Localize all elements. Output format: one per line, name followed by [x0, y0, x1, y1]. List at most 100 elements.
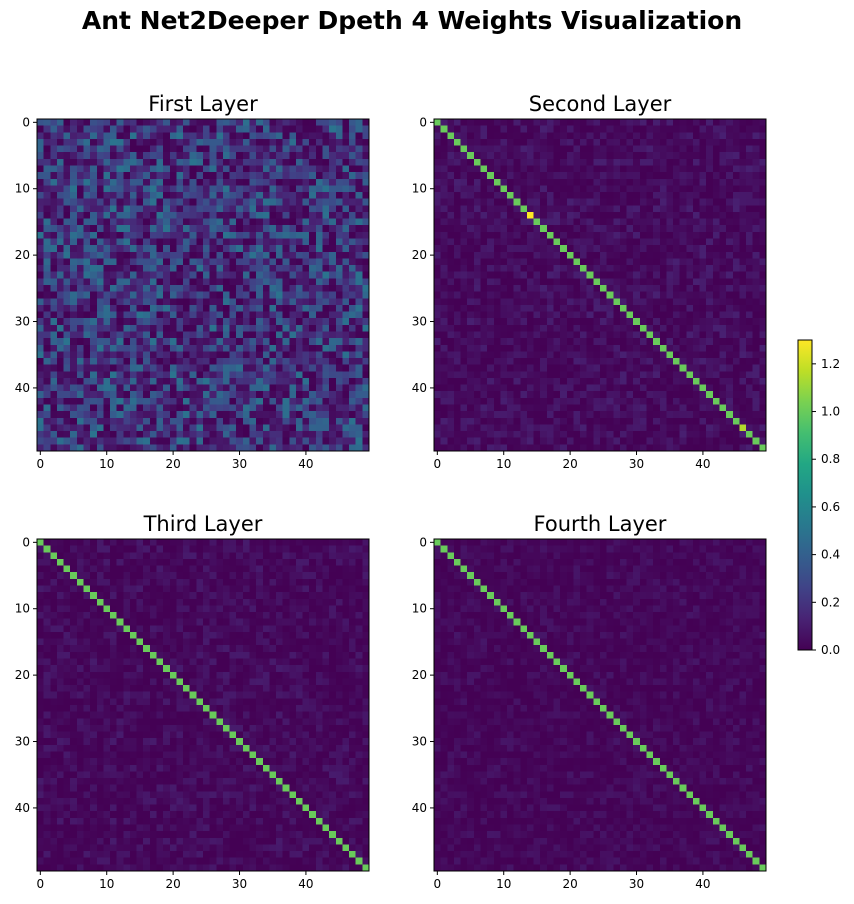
heatmap-cell	[196, 178, 204, 186]
heatmap-cell	[295, 178, 303, 186]
heatmap-cell	[169, 245, 177, 253]
heatmap-cell	[447, 258, 455, 266]
heatmap-cell	[613, 338, 621, 346]
heatmap-cell	[169, 411, 177, 419]
heatmap-cell	[679, 238, 687, 246]
heatmap-cell	[96, 265, 104, 273]
heatmap-cell	[262, 258, 270, 266]
heatmap-cell	[580, 311, 588, 319]
heatmap-cell	[507, 119, 515, 127]
heatmap-cell	[553, 377, 561, 385]
heatmap-cell	[493, 424, 501, 432]
heatmap-cell	[289, 437, 297, 445]
heatmap-cell	[586, 437, 594, 445]
heatmap-cell	[236, 245, 244, 253]
heatmap-cell	[183, 397, 191, 405]
heatmap-cell	[189, 298, 197, 306]
heatmap-cell	[473, 125, 481, 133]
heatmap-cell	[719, 437, 727, 445]
heatmap-cell	[473, 119, 481, 127]
heatmap-cell	[70, 344, 78, 352]
heatmap-cell	[666, 178, 674, 186]
heatmap-cell	[653, 285, 661, 293]
heatmap-cell	[686, 324, 694, 332]
heatmap-cell	[256, 444, 264, 452]
heatmap-cell	[507, 238, 515, 246]
heatmap-cell	[507, 404, 515, 412]
heatmap-cell	[302, 371, 310, 379]
heatmap-cell	[83, 271, 91, 279]
heatmap-cell	[355, 377, 363, 385]
heatmap-cell	[262, 311, 270, 319]
heatmap-cell	[209, 258, 217, 266]
heatmap-cell	[183, 417, 191, 425]
heatmap-cell	[434, 298, 442, 306]
heatmap-cell	[533, 404, 541, 412]
heatmap-cell	[176, 404, 184, 412]
heatmap-cell	[129, 172, 137, 180]
heatmap-cell	[129, 218, 137, 226]
heatmap-cell	[507, 198, 515, 206]
heatmap-cell	[63, 265, 71, 273]
heatmap-cell	[282, 338, 290, 346]
heatmap-cell	[533, 185, 541, 193]
heatmap-cell	[473, 371, 481, 379]
heatmap-cell	[566, 411, 574, 419]
heatmap-cell	[242, 377, 250, 385]
heatmap-cell	[309, 119, 317, 127]
heatmap-cell	[573, 132, 581, 140]
heatmap-cell	[453, 391, 461, 399]
heatmap-cell	[342, 138, 350, 146]
heatmap-cell	[262, 185, 270, 193]
heatmap-cell	[759, 298, 767, 306]
heatmap-cell	[480, 218, 488, 226]
heatmap-cell	[633, 231, 641, 239]
heatmap-cell	[752, 424, 760, 432]
heatmap-cell	[329, 324, 337, 332]
heatmap-cell	[37, 397, 45, 405]
heatmap-cell	[586, 265, 594, 273]
heatmap-cell	[566, 185, 574, 193]
heatmap-cell	[500, 251, 508, 259]
heatmap-cell	[580, 391, 588, 399]
heatmap-cell	[249, 371, 257, 379]
heatmap-cell	[619, 238, 627, 246]
heatmap-cell	[90, 198, 98, 206]
heatmap-cell	[573, 225, 581, 233]
heatmap-cell	[129, 338, 137, 346]
heatmap-cell	[63, 437, 71, 445]
heatmap-cell	[626, 198, 634, 206]
heatmap-cell	[473, 152, 481, 160]
heatmap-cell	[183, 351, 191, 359]
heatmap-cell	[726, 225, 734, 233]
heatmap-cell	[70, 158, 78, 166]
heatmap-cell	[342, 344, 350, 352]
heatmap-cell	[70, 231, 78, 239]
heatmap-cell	[520, 411, 528, 419]
heatmap-cell	[203, 338, 211, 346]
heatmap-cell	[355, 192, 363, 200]
heatmap-cell	[335, 278, 343, 286]
heatmap-cell	[289, 318, 297, 326]
heatmap-cell	[593, 318, 601, 326]
heatmap-cell	[209, 384, 217, 392]
heatmap-cell	[276, 265, 284, 273]
heatmap-cell	[355, 245, 363, 253]
heatmap-cell	[110, 218, 118, 226]
heatmap-cell	[493, 391, 501, 399]
heatmap-cell	[110, 178, 118, 186]
heatmap-cell	[70, 119, 78, 127]
heatmap-cell	[282, 384, 290, 392]
heatmap-cell	[90, 318, 98, 326]
heatmap-cell	[110, 165, 118, 173]
heatmap-cell	[480, 138, 488, 146]
heatmap-cell	[110, 318, 118, 326]
heatmap-cell	[593, 238, 601, 246]
heatmap-cell	[136, 145, 144, 153]
heatmap-cell	[322, 278, 330, 286]
heatmap-cell	[460, 417, 468, 425]
heatmap-cell	[606, 411, 614, 419]
heatmap-cell	[256, 324, 264, 332]
heatmap-cell	[659, 119, 667, 127]
heatmap-cell	[440, 338, 448, 346]
